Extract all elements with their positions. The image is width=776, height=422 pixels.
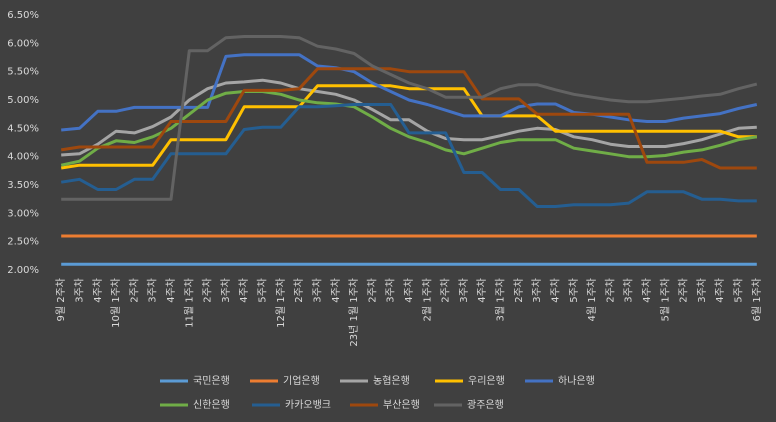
series-line (61, 35, 758, 201)
legend-label: 우리은행 (468, 375, 505, 387)
y-tick-label: 4.50% (7, 123, 39, 134)
x-tick-label: 11월 1주차 (183, 278, 195, 328)
legend-label: 국민은행 (193, 375, 230, 387)
x-tick-label: 3주차 (311, 278, 323, 303)
x-tick-label: 2주차 (128, 278, 140, 303)
x-tick-label: 4주차 (92, 278, 104, 303)
x-tick-label: 6월 1주차 (751, 278, 763, 322)
legend-label: 부산은행 (383, 399, 420, 411)
x-tick-label: 2주차 (513, 278, 525, 303)
legend-label: 카카오뱅크 (285, 399, 331, 411)
x-tick-label: 4주차 (714, 278, 726, 303)
x-tick-label: 5월 1주차 (659, 278, 671, 322)
y-tick-label: 2.50% (7, 237, 39, 248)
y-tick-label: 5.50% (7, 67, 39, 78)
x-tick-label: 2주차 (202, 278, 214, 303)
x-tick-label: 2주차 (366, 278, 378, 303)
x-tick-label: 3주차 (73, 278, 85, 303)
series-line (60, 67, 757, 170)
x-tick-label: 5주차 (568, 278, 580, 303)
y-tick-label: 3.50% (7, 180, 39, 191)
legend-label: 신한은행 (193, 399, 230, 411)
x-tick-label: 4주차 (403, 278, 415, 303)
x-tick-label: 3주차 (385, 278, 397, 303)
y-tick-label: 4.00% (7, 152, 39, 163)
x-tick-label: 4주차 (330, 278, 342, 303)
x-tick-label: 4월 1주차 (586, 278, 598, 322)
x-tick-label: 5주차 (733, 278, 745, 303)
legend-label: 하나은행 (558, 374, 595, 387)
series-line (60, 90, 758, 167)
x-tick-label: 4주차 (165, 278, 177, 303)
x-tick-label: 3주차 (531, 278, 543, 303)
x-tick-label: 3월 1주차 (495, 278, 507, 322)
x-tick-label: 4주차 (476, 278, 488, 303)
legend-label: 광주은행 (467, 399, 504, 411)
x-tick-label: 2주차 (440, 278, 452, 303)
y-tick-label: 5.00% (7, 95, 39, 106)
x-tick-label: 3주차 (458, 278, 470, 303)
y-tick-label: 2.00% (7, 265, 39, 276)
x-tick-label: 10월 1주차 (110, 278, 122, 328)
x-tick-label: 23년 1월 1주차 (348, 278, 360, 347)
x-tick-label: 2주차 (293, 278, 305, 303)
x-tick-label: 4주차 (549, 278, 561, 303)
x-tick-label: 4주차 (238, 278, 250, 303)
x-tick-label: 4주차 (641, 278, 653, 303)
x-tick-label: 9월 2주차 (55, 278, 67, 322)
x-tick-label: 3주차 (220, 278, 232, 303)
y-tick-label: 6.50% (7, 10, 39, 21)
x-tick-label: 3주차 (147, 278, 159, 303)
series-line (61, 53, 758, 132)
x-tick-label: 2월 1주차 (421, 278, 433, 322)
x-tick-label: 3주차 (623, 278, 635, 303)
x-tick-label: 2주차 (604, 278, 616, 303)
x-tick-label: 5주차 (257, 278, 269, 303)
legend-label: 기업은행 (283, 374, 320, 387)
series-line (61, 78, 757, 157)
y-tick-label: 6.00% (7, 38, 39, 49)
x-tick-label: 2주차 (678, 278, 690, 303)
y-tick-label: 3.00% (7, 208, 39, 219)
legend-label: 농협은행 (373, 374, 410, 387)
x-tick-label: 12월 1주차 (275, 278, 287, 328)
x-tick-label: 3주차 (696, 278, 708, 303)
